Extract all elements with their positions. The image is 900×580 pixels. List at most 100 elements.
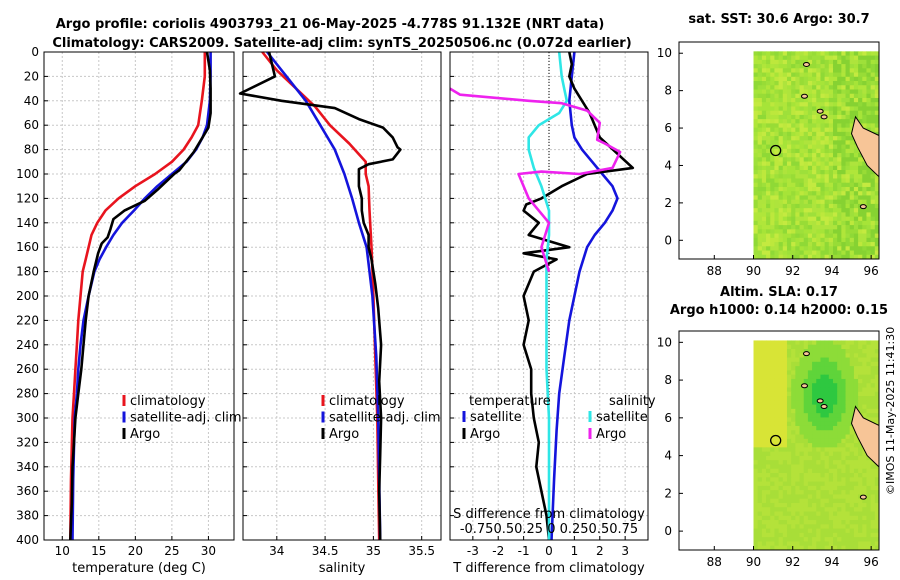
heat-cell [770, 85, 775, 90]
heat-cell [870, 76, 876, 82]
heat-cell [828, 76, 834, 82]
heat-cell [841, 451, 847, 457]
heat-cell [770, 498, 775, 504]
heat-cell [770, 366, 775, 371]
heat-cell [803, 225, 809, 230]
heat-cell [770, 515, 775, 521]
heat-cell [858, 93, 863, 99]
heat-cell [770, 400, 775, 406]
heat-cell [866, 242, 872, 247]
heat-cell [786, 182, 792, 188]
heat-cell [791, 443, 796, 448]
heat-cell [795, 199, 801, 205]
heat-cell [841, 528, 847, 534]
heat-cell [824, 119, 830, 124]
heat-cell [845, 242, 851, 247]
heat-cell [828, 165, 834, 171]
heat-cell [870, 511, 876, 517]
heat-cell [812, 370, 817, 376]
heat-cell [832, 76, 838, 82]
heat-cell [782, 93, 788, 99]
heat-cell [845, 131, 851, 137]
heat-cell [774, 208, 780, 213]
heat-cell [874, 344, 880, 350]
heat-cell [770, 425, 775, 431]
heat-cell [845, 451, 851, 457]
heat-cell [786, 233, 792, 239]
heat-cell [841, 502, 847, 508]
heat-cell [782, 119, 788, 124]
heat-cell [845, 106, 851, 112]
heat-cell [816, 216, 821, 222]
heat-cell [757, 191, 763, 196]
heat-cell [812, 490, 817, 495]
heat-cell [753, 498, 759, 504]
x-tick-label: 90 [746, 264, 761, 278]
heat-cell [841, 545, 847, 551]
heat-cell [753, 361, 759, 367]
heat-cell [761, 174, 767, 179]
heat-cell [849, 408, 855, 414]
heat-cell [799, 413, 805, 418]
heat-cell [862, 81, 867, 86]
heat-cell [807, 498, 813, 504]
heat-cell [874, 502, 880, 508]
heat-cell [820, 455, 826, 461]
heat-cell [807, 102, 813, 107]
heat-cell [820, 123, 826, 129]
heat-cell [874, 515, 880, 521]
heat-cell [858, 220, 863, 226]
heat-cell [799, 140, 805, 146]
heat-cell [874, 473, 880, 478]
heat-cell [858, 212, 863, 218]
heat-cell [799, 404, 805, 410]
heat-cell [837, 498, 842, 504]
heat-cell [832, 161, 838, 167]
heat-cell [837, 391, 842, 397]
heat-cell [761, 532, 767, 538]
heat-cell [807, 220, 813, 226]
heat-cell [820, 391, 826, 397]
heat-cell [874, 254, 880, 260]
heat-cell [837, 64, 842, 69]
heat-cell [866, 468, 872, 474]
heat-cell [782, 64, 788, 69]
heat-cell [866, 119, 872, 124]
heat-cell [816, 438, 821, 444]
y-tick-label: 6 [664, 121, 672, 135]
heat-cell [770, 357, 775, 363]
heat-cell [849, 220, 855, 226]
heat-cell [774, 191, 780, 196]
heat-cell [820, 182, 826, 188]
heat-cell [766, 212, 771, 218]
heat-cell [803, 498, 809, 504]
heat-cell [761, 76, 767, 82]
heat-cell [816, 106, 821, 112]
heat-cell [841, 481, 847, 487]
heat-cell [832, 123, 838, 129]
heat-cell [761, 85, 767, 90]
heat-cell [774, 430, 780, 436]
heat-cell [862, 528, 867, 534]
heat-cell [812, 425, 817, 431]
heat-cell [862, 383, 867, 388]
heat-cell [866, 216, 872, 222]
heat-cell [816, 443, 821, 448]
heat-cell [761, 468, 767, 474]
heat-cell [786, 348, 792, 354]
heat-cell [757, 225, 763, 230]
heat-cell [799, 225, 805, 230]
heat-cell [757, 140, 763, 146]
heat-cell [816, 340, 821, 346]
heat-cell [824, 413, 830, 418]
heat-cell [828, 170, 834, 175]
heat-cell [816, 451, 821, 457]
heat-cell [766, 344, 771, 350]
heat-cell [837, 157, 842, 163]
heat-cell [766, 51, 771, 57]
heat-cell [770, 378, 775, 384]
heat-cell [849, 242, 855, 247]
heat-cell [791, 64, 796, 69]
heat-cell [824, 417, 830, 423]
heat-cell [832, 490, 838, 495]
